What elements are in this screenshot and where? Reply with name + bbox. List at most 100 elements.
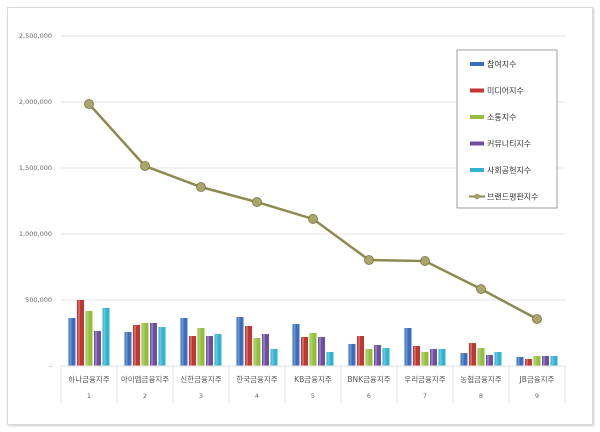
y-tick-label: 1,500,000	[19, 164, 52, 172]
bar-highlight	[181, 317, 184, 366]
bar-highlight	[543, 355, 545, 366]
bar-3	[309, 333, 317, 366]
brand-line	[84, 99, 542, 324]
bar-highlight	[487, 355, 489, 366]
bar-4	[374, 345, 381, 366]
line-point	[532, 314, 542, 324]
bar-2	[77, 300, 84, 366]
category-label: BNK금융지주	[347, 375, 390, 384]
bar-highlight	[78, 300, 80, 366]
bar-2	[357, 336, 364, 366]
line-point	[420, 256, 430, 266]
bar-2	[525, 359, 532, 366]
bar-2	[189, 336, 196, 366]
bar-4	[94, 331, 101, 366]
line-point	[308, 214, 318, 224]
category-label: KB금융지주	[294, 375, 332, 384]
bar-5	[326, 352, 334, 366]
bar-highlight	[405, 327, 408, 366]
category-label: 농협금융지주	[460, 374, 501, 384]
bar-highlight	[517, 357, 520, 366]
category-number: 7	[423, 392, 427, 400]
bar-2	[133, 324, 140, 366]
bar-4	[150, 322, 157, 366]
bar-highlight	[422, 352, 425, 366]
legend-swatch	[470, 62, 484, 66]
bar-highlight	[551, 355, 554, 366]
bar-1	[180, 317, 188, 366]
y-tick-label: 500,000	[25, 296, 52, 304]
bar-highlight	[302, 336, 304, 366]
bar-highlight	[246, 326, 248, 366]
chart-frame	[7, 7, 593, 425]
category-number: 2	[143, 392, 147, 400]
bar-highlight	[142, 322, 145, 366]
y-tick-label: 2,500,000	[19, 32, 52, 40]
bar-highlight	[271, 348, 274, 366]
bar-highlight	[237, 317, 240, 366]
bar-4	[542, 355, 549, 366]
category-number: 5	[311, 392, 315, 400]
bar-highlight	[125, 331, 128, 366]
category-label: 신한금융지주	[180, 375, 221, 384]
legend-swatch	[470, 115, 484, 119]
category-number: 6	[367, 392, 371, 400]
bar-1	[292, 324, 300, 366]
bar-5	[270, 348, 278, 366]
y-axis-ticks: - 500,000 1,000,000 1,500,000 2,000,000 2,500…	[19, 32, 53, 370]
legend-box	[456, 49, 558, 209]
bar-highlight	[86, 310, 89, 366]
legend-label: 커뮤니티지수	[487, 139, 531, 149]
bar-highlight	[349, 343, 352, 366]
bar-highlight	[470, 343, 472, 366]
bar-5	[214, 334, 222, 366]
bar-4	[430, 348, 437, 366]
y-tick-label: 1,000,000	[19, 230, 52, 238]
bar-2	[301, 336, 308, 366]
bar-5	[494, 352, 502, 366]
y-tick-label: 2,000,000	[19, 98, 52, 106]
category-number: 3	[199, 392, 203, 400]
category-number: 9	[535, 392, 539, 400]
bar-highlight	[198, 327, 201, 366]
bar-1	[236, 317, 244, 366]
legend-label: 브랜드평판지수	[487, 192, 539, 202]
bar-highlight	[375, 345, 377, 366]
bar-1	[124, 331, 132, 366]
bar-3	[365, 348, 373, 366]
bar-highlight	[254, 338, 257, 366]
legend-label: 참여지수	[487, 59, 516, 69]
bar-highlight	[95, 331, 97, 366]
bar-highlight	[383, 348, 386, 366]
line-point	[476, 284, 486, 294]
legend-label: 소통지수	[487, 113, 516, 122]
bar-highlight	[414, 345, 416, 366]
category-label: 한국금융지주	[236, 375, 277, 384]
bar-highlight	[319, 336, 321, 366]
legend-marker	[474, 193, 480, 200]
bar-1	[348, 343, 356, 366]
y-tick-label: -	[50, 362, 53, 370]
bar-highlight	[495, 352, 498, 366]
line-point	[140, 161, 150, 171]
line-point	[252, 197, 262, 207]
bar-2	[413, 345, 420, 366]
bar-4	[318, 336, 325, 366]
bar-highlight	[327, 352, 330, 366]
bar-3	[197, 327, 205, 366]
category-label: 우리금융지주	[404, 375, 445, 384]
bar-5	[158, 327, 166, 366]
legend-swatch	[470, 168, 484, 172]
bar-highlight	[207, 336, 209, 366]
bar-5	[382, 348, 390, 366]
bar-1	[404, 327, 412, 366]
bar-2	[245, 326, 252, 366]
bar-highlight	[461, 353, 464, 366]
bar-4	[486, 355, 493, 366]
category-label: 하나금융지주	[68, 374, 109, 384]
bar-3	[533, 355, 541, 366]
bar-3	[421, 352, 429, 366]
bar-highlight	[159, 327, 162, 366]
bar-highlight	[293, 324, 296, 366]
